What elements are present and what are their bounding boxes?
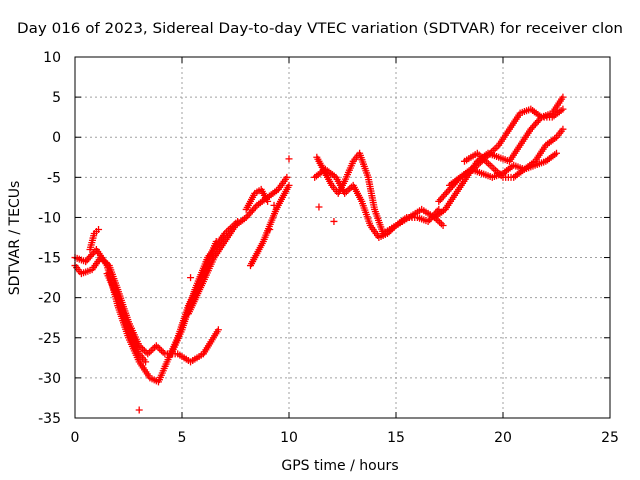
data-point (439, 221, 447, 229)
series-track-14 (460, 149, 560, 181)
data-point (285, 181, 293, 189)
y-tick-labels: 10 5 0 -5 -10 -15 -20 -25 -30 -35 (38, 50, 61, 427)
data-point (135, 406, 143, 414)
data-point (187, 274, 195, 282)
series-track-11 (431, 93, 567, 221)
x-tick-label: 20 (494, 430, 512, 446)
x-tick-label: 15 (387, 430, 405, 446)
series-outliers (135, 155, 338, 414)
data-point (270, 201, 278, 209)
x-tick-labels: 0 5 10 15 20 25 (71, 430, 619, 446)
plot-frame (74, 56, 611, 419)
data-points (71, 93, 567, 414)
y-axis-label: SDTVAR / TECUs (7, 181, 23, 296)
x-tick-label: 0 (71, 430, 80, 446)
data-point (559, 125, 567, 133)
y-tick-label: 5 (52, 90, 61, 106)
x-axis-label: GPS time / hours (281, 458, 398, 474)
series-track-13 (446, 105, 567, 189)
data-point (214, 326, 222, 334)
data-point (283, 173, 291, 181)
grid (75, 57, 610, 418)
y-tick-label: -15 (38, 251, 61, 267)
data-point (559, 93, 567, 101)
x-tick-label: 25 (601, 430, 619, 446)
data-point (264, 197, 272, 205)
series-track-10 (313, 149, 447, 237)
y-tick-label: -30 (38, 371, 61, 387)
x-tick-label: 5 (178, 430, 187, 446)
y-tick-label: 10 (43, 50, 61, 66)
y-tick-label: -10 (38, 210, 61, 226)
series-track-4 (86, 225, 103, 254)
data-point (142, 358, 150, 366)
data-point (553, 149, 560, 157)
x-tick-label: 10 (280, 430, 298, 446)
data-point (559, 105, 567, 113)
series-track-5 (167, 217, 242, 358)
y-tick-label: -35 (38, 411, 61, 427)
data-point (266, 225, 274, 233)
series-track-3 (103, 270, 150, 366)
data-point (95, 225, 103, 233)
series-track-7 (246, 181, 293, 270)
chart-title: Day 016 of 2023, Sidereal Day-to-day VTE… (17, 21, 623, 37)
y-tick-label: 0 (52, 130, 61, 146)
data-point (285, 155, 293, 163)
data-point (315, 203, 323, 211)
data-point (330, 217, 338, 225)
y-tick-label: -5 (47, 170, 61, 186)
series-track-8 (242, 185, 272, 213)
y-tick-label: -20 (38, 291, 61, 307)
y-tick-label: -25 (38, 331, 61, 347)
